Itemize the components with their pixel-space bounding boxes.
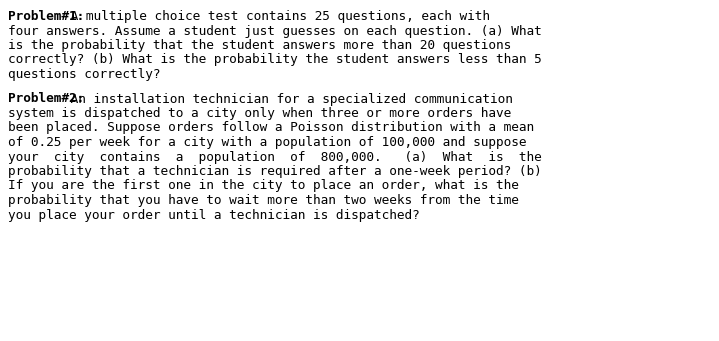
Text: your  city  contains  a  population  of  800,000.   (a)  What  is  the: your city contains a population of 800,0… bbox=[8, 150, 541, 163]
Text: questions correctly?: questions correctly? bbox=[8, 68, 160, 81]
Text: you place your order until a technician is dispatched?: you place your order until a technician … bbox=[8, 208, 420, 222]
Text: system is dispatched to a city only when three or more orders have: system is dispatched to a city only when… bbox=[8, 107, 511, 120]
Text: A multiple choice test contains 25 questions, each with: A multiple choice test contains 25 quest… bbox=[63, 10, 490, 23]
Text: Problem#1:: Problem#1: bbox=[8, 10, 84, 23]
Text: An installation technician for a specialized communication: An installation technician for a special… bbox=[63, 92, 513, 105]
Text: probability that you have to wait more than two weeks from the time: probability that you have to wait more t… bbox=[8, 194, 519, 207]
Text: four answers. Assume a student just guesses on each question. (a) What: four answers. Assume a student just gues… bbox=[8, 25, 541, 38]
Text: is the probability that the student answers more than 20 questions: is the probability that the student answ… bbox=[8, 39, 511, 52]
Text: Problem#2:: Problem#2: bbox=[8, 92, 84, 105]
Text: correctly? (b) What is the probability the student answers less than 5: correctly? (b) What is the probability t… bbox=[8, 54, 541, 66]
Text: If you are the first one in the city to place an order, what is the: If you are the first one in the city to … bbox=[8, 179, 519, 193]
Text: of 0.25 per week for a city with a population of 100,000 and suppose: of 0.25 per week for a city with a popul… bbox=[8, 136, 526, 149]
Text: probability that a technician is required after a one-week period? (b): probability that a technician is require… bbox=[8, 165, 541, 178]
Text: been placed. Suppose orders follow a Poisson distribution with a mean: been placed. Suppose orders follow a Poi… bbox=[8, 121, 534, 134]
